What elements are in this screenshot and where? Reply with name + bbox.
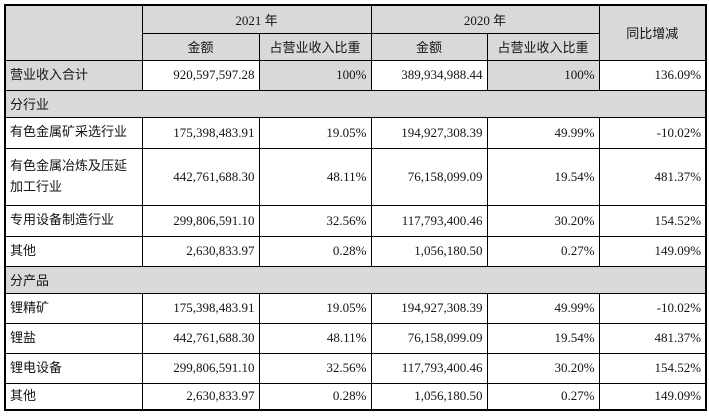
ratio-2020: 49.99%	[487, 117, 599, 148]
yoy: 481.37%	[599, 148, 706, 205]
amount-2020: 117,793,400.46	[371, 205, 487, 236]
ratio-2020: 0.27%	[487, 383, 599, 410]
amount-2021: 175,398,483.91	[142, 117, 259, 148]
amount-2021: 2,630,833.97	[142, 383, 259, 410]
ratio-2020-header: 占营业收入比重	[487, 33, 599, 60]
section-row-industry: 分行业	[5, 90, 706, 117]
section-title-industry: 分行业	[5, 90, 706, 117]
year-2020-header: 2020 年	[371, 5, 599, 33]
ratio-2021: 32.56%	[259, 205, 371, 236]
yoy-header: 同比增减	[599, 5, 706, 60]
table-row: 锂盐 442,761,688.30 48.11% 76,158,099.09 1…	[5, 323, 706, 353]
table-row: 有色金属冶炼及压延加工行业 442,761,688.30 48.11% 76,1…	[5, 148, 706, 205]
ratio-2020: 30.20%	[487, 205, 599, 236]
row-label: 锂盐	[5, 323, 142, 353]
document-page: 2021 年 2020 年 同比增减 金额 占营业收入比重 金额 占营业收入比重…	[0, 0, 709, 418]
section-row-product: 分产品	[5, 266, 706, 293]
ratio-2021: 0.28%	[259, 383, 371, 410]
amount-2021: 299,806,591.10	[142, 205, 259, 236]
amount-2020: 1,056,180.50	[371, 383, 487, 410]
amount-2020: 194,927,308.39	[371, 293, 487, 323]
amount-2020: 117,793,400.46	[371, 353, 487, 383]
row-label: 其他	[5, 236, 142, 266]
corner-cell	[5, 5, 142, 60]
total-label: 营业收入合计	[5, 60, 142, 90]
ratio-2021: 19.05%	[259, 117, 371, 148]
yoy: -10.02%	[599, 293, 706, 323]
table-row: 有色金属矿采选行业 175,398,483.91 19.05% 194,927,…	[5, 117, 706, 148]
row-label: 锂精矿	[5, 293, 142, 323]
amount-2020: 76,158,099.09	[371, 148, 487, 205]
table-row: 其他 2,630,833.97 0.28% 1,056,180.50 0.27%…	[5, 383, 706, 410]
ratio-2021: 48.11%	[259, 323, 371, 353]
ratio-2020: 49.99%	[487, 293, 599, 323]
amount-2020: 194,927,308.39	[371, 117, 487, 148]
row-label: 其他	[5, 383, 142, 410]
header-row-years: 2021 年 2020 年 同比增减	[5, 5, 706, 33]
amount-2020: 1,056,180.50	[371, 236, 487, 266]
row-label: 锂电设备	[5, 353, 142, 383]
row-label: 有色金属矿采选行业	[5, 117, 142, 148]
table-row: 锂精矿 175,398,483.91 19.05% 194,927,308.39…	[5, 293, 706, 323]
total-row: 营业收入合计 920,597,597.28 100% 389,934,988.4…	[5, 60, 706, 90]
ratio-2021: 32.56%	[259, 353, 371, 383]
amount-2021: 2,630,833.97	[142, 236, 259, 266]
row-label: 有色金属冶炼及压延加工行业	[5, 148, 142, 205]
revenue-table: 2021 年 2020 年 同比增减 金额 占营业收入比重 金额 占营业收入比重…	[4, 4, 707, 411]
total-amount-2021: 920,597,597.28	[142, 60, 259, 90]
amount-2021-header: 金额	[142, 33, 259, 60]
ratio-2020: 0.27%	[487, 236, 599, 266]
amount-2021: 442,761,688.30	[142, 148, 259, 205]
row-label: 专用设备制造行业	[5, 205, 142, 236]
amount-2021: 442,761,688.30	[142, 323, 259, 353]
yoy: 154.52%	[599, 353, 706, 383]
table-row: 锂电设备 299,806,591.10 32.56% 117,793,400.4…	[5, 353, 706, 383]
ratio-2021-header: 占营业收入比重	[259, 33, 371, 60]
yoy: 149.09%	[599, 236, 706, 266]
amount-2021: 299,806,591.10	[142, 353, 259, 383]
amount-2020: 76,158,099.09	[371, 323, 487, 353]
yoy: -10.02%	[599, 117, 706, 148]
total-ratio-2020: 100%	[487, 60, 599, 90]
table-row: 专用设备制造行业 299,806,591.10 32.56% 117,793,4…	[5, 205, 706, 236]
table-row: 其他 2,630,833.97 0.28% 1,056,180.50 0.27%…	[5, 236, 706, 266]
total-ratio-2021: 100%	[259, 60, 371, 90]
amount-2020-header: 金额	[371, 33, 487, 60]
yoy: 154.52%	[599, 205, 706, 236]
total-amount-2020: 389,934,988.44	[371, 60, 487, 90]
ratio-2021: 0.28%	[259, 236, 371, 266]
section-title-product: 分产品	[5, 266, 706, 293]
year-2021-header: 2021 年	[142, 5, 371, 33]
amount-2021: 175,398,483.91	[142, 293, 259, 323]
ratio-2020: 19.54%	[487, 323, 599, 353]
ratio-2020: 19.54%	[487, 148, 599, 205]
ratio-2021: 19.05%	[259, 293, 371, 323]
yoy: 149.09%	[599, 383, 706, 410]
ratio-2021: 48.11%	[259, 148, 371, 205]
total-yoy: 136.09%	[599, 60, 706, 90]
yoy: 481.37%	[599, 323, 706, 353]
ratio-2020: 30.20%	[487, 353, 599, 383]
